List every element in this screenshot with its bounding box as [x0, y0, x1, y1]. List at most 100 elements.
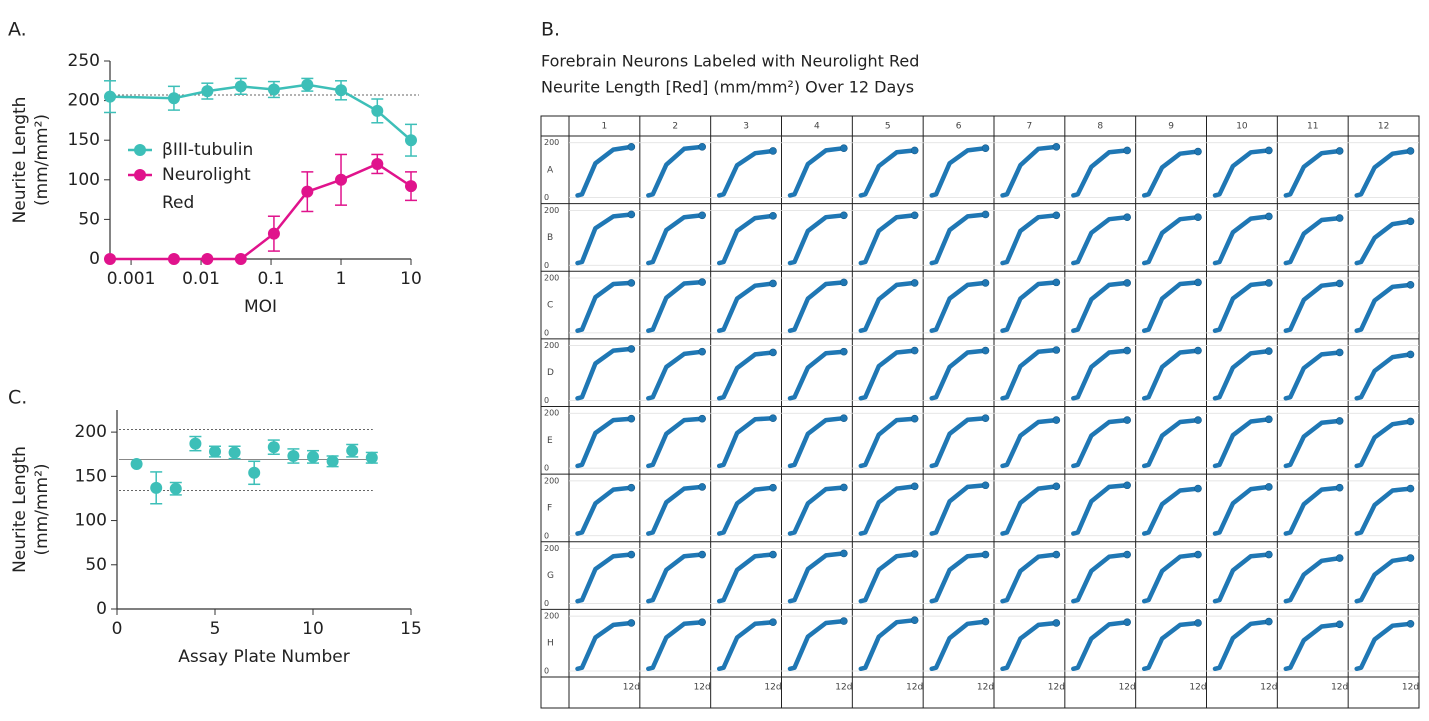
well-curve: [1354, 219, 1413, 266]
row-label: H: [547, 639, 554, 649]
x-tick-label: 12d: [1189, 683, 1206, 693]
well-end-point: [769, 212, 777, 220]
y-tick-label: 150: [75, 466, 107, 486]
legend-marker: [134, 144, 146, 156]
well-curve: [1283, 215, 1342, 266]
well-curve: [575, 346, 634, 401]
y-axis-label: (mm/mm²): [32, 114, 52, 206]
well-end-point: [627, 345, 636, 353]
well-curve: [787, 485, 847, 536]
y-tick-label: 250: [68, 51, 100, 71]
data-point: [335, 84, 348, 97]
x-tick-label: 10: [302, 619, 324, 639]
well-end-point: [627, 550, 636, 559]
data-point: [167, 253, 180, 265]
x-axis-label: MOI: [244, 297, 277, 317]
well-end-point: [1265, 279, 1273, 287]
column-label: 3: [743, 122, 749, 132]
data-point: [371, 104, 384, 117]
well-end-point: [1194, 213, 1202, 222]
x-axis-label: Assay Plate Number: [178, 647, 349, 667]
well-end-point: [910, 146, 919, 155]
data-point: [150, 481, 163, 494]
well-end-point: [981, 414, 990, 422]
y-tick-label: 200: [544, 409, 559, 418]
panel-label: A.: [8, 19, 27, 41]
y-axis-label: Neurite Length: [10, 446, 30, 573]
well-end-point: [981, 144, 990, 153]
well-curve: [1071, 552, 1130, 604]
well-end-point: [1052, 143, 1061, 151]
well-end-point: [698, 211, 706, 220]
well-end-point: [627, 143, 636, 151]
well-curve: [1354, 621, 1413, 672]
well-end-point: [1265, 550, 1273, 559]
data-point: [267, 83, 280, 96]
data-point: [169, 482, 182, 495]
chart-title: Neurite Length [Red] (mm/mm²) Over 12 Da…: [541, 78, 914, 97]
well-curve: [1141, 214, 1201, 266]
well-curve: [716, 485, 776, 536]
well-curve: [787, 145, 847, 198]
data-point: [167, 92, 180, 105]
well-end-point: [981, 617, 990, 626]
well-end-point: [1194, 147, 1202, 156]
well-curve: [646, 552, 705, 604]
well-curve: [1283, 148, 1342, 198]
well-end-point: [910, 346, 919, 355]
well-end-point: [1335, 147, 1344, 155]
column-label: 12: [1378, 122, 1389, 132]
legend-label: βIII-tubulin: [162, 140, 253, 160]
well-end-point: [910, 616, 919, 625]
x-tick-label: 12d: [1260, 683, 1277, 693]
x-tick-label: 12d: [977, 683, 994, 693]
well-end-point: [769, 550, 777, 559]
row-label: B: [547, 233, 553, 243]
well-end-point: [1406, 281, 1415, 289]
well-curve: [1071, 148, 1130, 198]
well-curve: [1000, 144, 1059, 198]
x-tick-label: 10: [400, 269, 422, 289]
well-curve: [716, 415, 776, 469]
well-end-point: [1052, 211, 1061, 220]
y-tick-label: 200: [68, 91, 100, 111]
well-end-point: [1265, 212, 1273, 221]
column-label: 8: [1097, 122, 1103, 132]
well-curve: [1212, 552, 1272, 604]
well-end-point: [840, 347, 848, 356]
well-end-point: [1406, 484, 1415, 493]
y-tick-label: 100: [68, 170, 100, 190]
well-end-point: [769, 414, 777, 422]
well-curve: [575, 552, 634, 604]
x-tick-label: 5: [210, 619, 221, 639]
well-end-point: [1123, 481, 1131, 490]
well-end-point: [1335, 483, 1344, 492]
well-curve: [929, 280, 988, 333]
well-curve: [716, 148, 776, 198]
well-curve: [929, 552, 988, 604]
well-curve: [787, 349, 847, 401]
x-tick-label: 0.001: [107, 269, 156, 289]
well-curve: [1000, 417, 1059, 469]
well-end-point: [840, 278, 848, 287]
well-end-point: [840, 144, 848, 153]
data-point: [405, 180, 417, 193]
series-line: [109, 83, 412, 142]
well-end-point: [910, 211, 919, 220]
well-end-point: [910, 482, 919, 491]
x-tick-label: 12d: [1119, 683, 1136, 693]
well-curve: [716, 552, 776, 604]
x-tick-label: 12d: [694, 683, 711, 693]
well-curve: [1354, 486, 1413, 536]
well-curve: [575, 620, 634, 672]
y-tick-label: 0: [544, 599, 549, 608]
well-curve: [1354, 419, 1413, 469]
well-curve: [858, 348, 917, 401]
well-curve: [1283, 350, 1342, 401]
well-end-point: [840, 549, 848, 558]
y-axis-label: Neurite Length: [10, 97, 30, 224]
well-curve: [716, 281, 776, 333]
well-end-point: [1194, 346, 1202, 355]
y-tick-label: 0: [544, 531, 549, 540]
